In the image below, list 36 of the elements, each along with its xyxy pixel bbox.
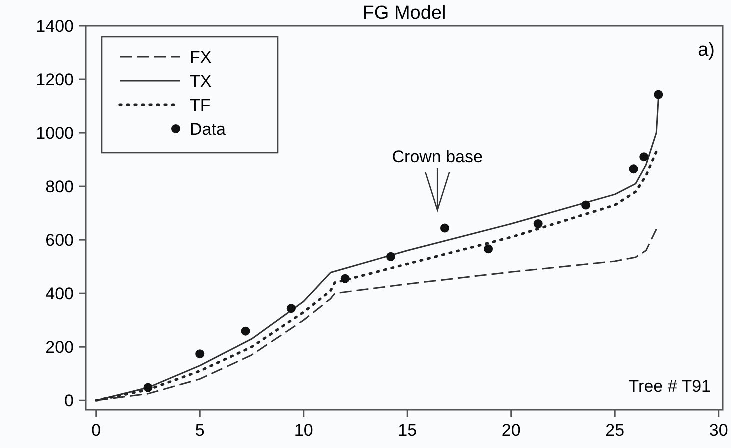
x-tick-label: 20: [502, 421, 521, 440]
x-tick-label: 0: [92, 421, 102, 440]
point: [386, 252, 396, 262]
y-tick-label: 0: [64, 392, 74, 411]
point: [654, 90, 664, 100]
point: [340, 274, 350, 284]
point: [286, 304, 296, 314]
point: [640, 152, 649, 162]
y-tick-label: 400: [46, 284, 74, 304]
point: [241, 326, 250, 336]
point: [144, 383, 153, 392]
point: [582, 200, 591, 210]
point: [196, 350, 205, 359]
x-tick-label: 25: [606, 421, 625, 440]
y-tick-label: 1000: [36, 124, 74, 144]
x-tick-label: 5: [195, 421, 205, 440]
legend-label: Data: [190, 120, 226, 139]
y-tick-label: 1200: [36, 70, 74, 90]
y-tick-label: 1400: [36, 17, 74, 36]
y-tick-label: 800: [46, 178, 74, 197]
point: [484, 244, 494, 254]
annotation: Tree # T91: [628, 377, 711, 396]
point: [440, 224, 450, 233]
chart-title: FG Model: [362, 3, 446, 24]
x-tick-label: 10: [294, 421, 314, 440]
annotation: a): [698, 40, 715, 61]
point: [534, 220, 543, 229]
legend-label: TX: [190, 72, 212, 91]
x-tick-label: 30: [709, 421, 728, 440]
legend-label: TF: [190, 96, 211, 115]
legend-label: FX: [190, 48, 212, 67]
x-tick-label: 15: [398, 421, 418, 440]
point: [629, 164, 638, 174]
y-tick-label: 600: [46, 231, 74, 250]
y-tick-label: 200: [46, 338, 74, 358]
annotation: Crown base: [392, 147, 483, 166]
